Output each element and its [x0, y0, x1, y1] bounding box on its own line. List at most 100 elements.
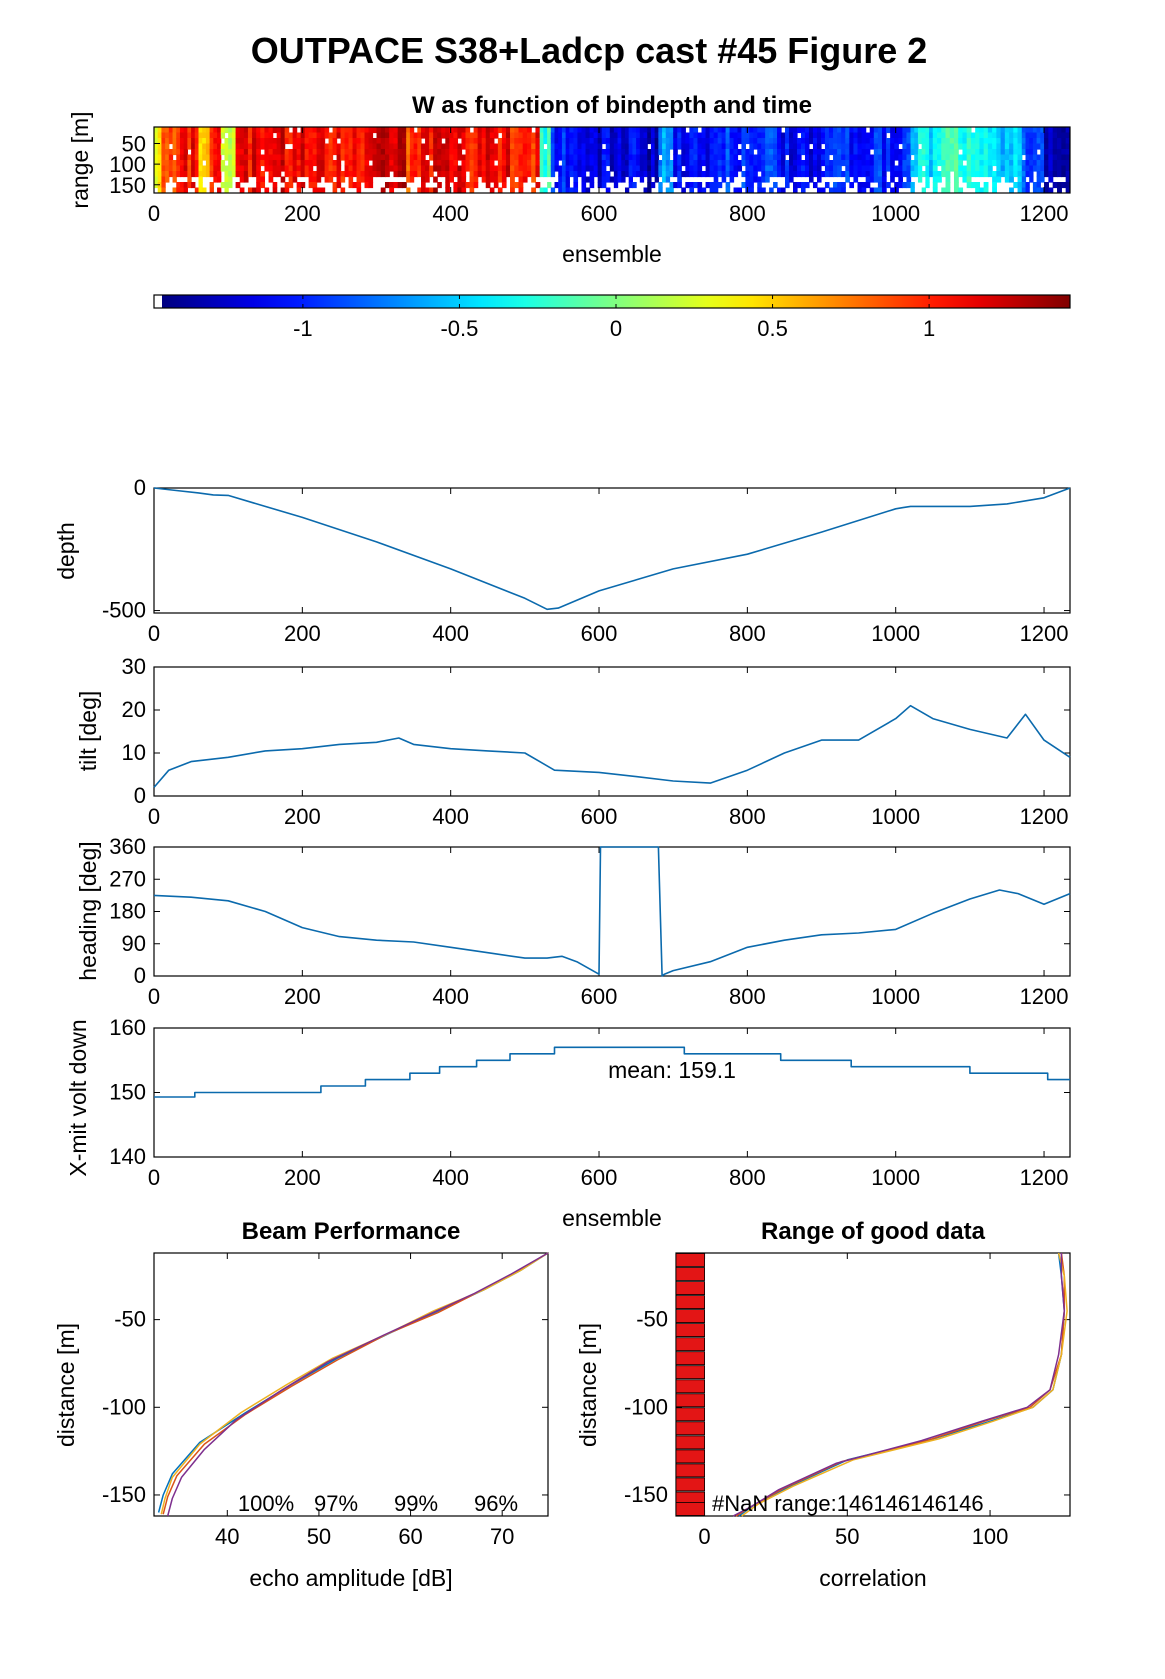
heatmap-cell	[789, 154, 794, 161]
heatmap-cell	[312, 132, 318, 139]
heatmap-cell	[384, 182, 390, 189]
heatmap-cell	[157, 138, 163, 145]
heatmap-cell	[713, 154, 719, 161]
heatmap-cell	[194, 165, 200, 172]
heatmap-cell	[202, 171, 207, 178]
heatmap-cell	[316, 143, 322, 150]
heatmap-cell	[550, 154, 556, 161]
heatmap-cell	[194, 127, 200, 134]
heatmap-cell	[824, 154, 830, 161]
heatmap-cell	[198, 187, 203, 193]
heatmap-cell	[1040, 176, 1045, 183]
heatmap-cell	[518, 171, 524, 178]
tilt-ytick-label: 10	[122, 740, 146, 765]
heatmap-cell	[501, 154, 507, 161]
heatmap-cell	[1044, 138, 1049, 145]
heatmap-cell	[890, 171, 895, 178]
heatmap-cell	[157, 187, 163, 193]
heatmap-cell	[597, 165, 603, 172]
heatmap-cell	[187, 176, 192, 183]
heatmap-cell	[601, 127, 607, 134]
heatmap-cell	[457, 176, 463, 183]
heatmap-cell	[380, 160, 386, 167]
heatmap-cell	[205, 127, 211, 134]
heatmap-cell	[425, 143, 430, 150]
heatmap-cell	[669, 143, 674, 150]
heatmap-cell	[890, 149, 895, 156]
heatmap-cell	[729, 149, 735, 156]
heatmap-cell	[609, 143, 615, 150]
heatmap-cell	[585, 176, 591, 183]
heatmap-cell	[510, 127, 515, 134]
heatmap-cell	[328, 171, 334, 178]
heatmap-cell	[677, 138, 682, 145]
heatmap-cell	[898, 138, 903, 145]
heading-xtick-label: 600	[581, 984, 618, 1009]
heatmap-cell	[441, 127, 446, 134]
heatmap-cell	[493, 132, 499, 139]
heatmap-cell	[276, 143, 282, 150]
heatmap-cell	[816, 132, 822, 139]
heatmap-cell	[433, 138, 438, 145]
heatmap-cell	[793, 160, 798, 167]
heatmap-cell	[865, 176, 871, 183]
heatmap-cell	[324, 149, 330, 156]
heatmap-cell	[789, 160, 794, 167]
heatmap-cell	[469, 171, 475, 178]
heatmap-cell	[477, 132, 483, 139]
heatmap-cell	[157, 127, 163, 134]
heatmap-cell	[910, 132, 915, 139]
heatmap-cell	[873, 132, 879, 139]
heatmap-cell	[209, 132, 214, 139]
heatmap-cell	[1029, 149, 1034, 156]
heatmap-cell	[228, 165, 233, 172]
heatmap-cell	[209, 143, 214, 150]
heatmap-cell	[453, 138, 459, 145]
heatmap-cell	[176, 127, 181, 134]
heatmap-cell	[205, 160, 211, 167]
heatmap-cell	[643, 171, 648, 178]
heatmap-cell	[409, 143, 415, 150]
heatmap-cell	[505, 154, 511, 161]
heatmap-cell	[272, 187, 278, 193]
heatmap-cell	[769, 127, 774, 134]
heatmap-cell	[304, 132, 310, 139]
heatmap-cell	[609, 176, 615, 183]
heatmap-cell	[161, 165, 166, 172]
heatmap-cell	[406, 154, 411, 161]
heatmap-cell	[485, 160, 491, 167]
heatmap-cell	[328, 149, 334, 156]
heatmap-cell	[749, 127, 754, 134]
heatmap-cell	[804, 138, 810, 145]
heatmap-cell	[949, 165, 955, 172]
heatmap-cell	[949, 127, 955, 134]
heatmap-cell	[865, 143, 871, 150]
heatmap-cell	[628, 154, 633, 161]
heatmap-cell	[449, 165, 454, 172]
heatmap-cell	[654, 149, 659, 156]
heatmap-cell	[1032, 127, 1038, 134]
heatmap-cell	[910, 127, 915, 134]
heatmap-cell	[376, 143, 382, 150]
heatmap-cell	[632, 165, 637, 172]
heatmap-cell	[191, 160, 196, 167]
heatmap-cell	[741, 143, 746, 150]
heatmap-cell	[406, 132, 411, 139]
heatmap-cell	[247, 132, 253, 139]
heatmap-cell	[820, 132, 826, 139]
heatmap-cell	[701, 143, 707, 150]
heatmap-cell	[1000, 138, 1006, 145]
heatmap-cell	[987, 154, 993, 161]
heatmap-cell	[187, 160, 192, 167]
heatmap-cell	[1009, 176, 1014, 183]
heatmap-cell	[213, 171, 218, 178]
heatmap-cell	[949, 160, 955, 167]
heatmap-cell	[247, 149, 253, 156]
heatmap-cell	[198, 182, 203, 189]
heatmap-cell	[449, 127, 454, 134]
heatmap-cell	[165, 165, 170, 172]
heatmap-cell	[881, 138, 887, 145]
heatmap-cell	[336, 149, 342, 156]
heatmap-cell	[632, 149, 637, 156]
heatmap-cell	[824, 182, 830, 189]
